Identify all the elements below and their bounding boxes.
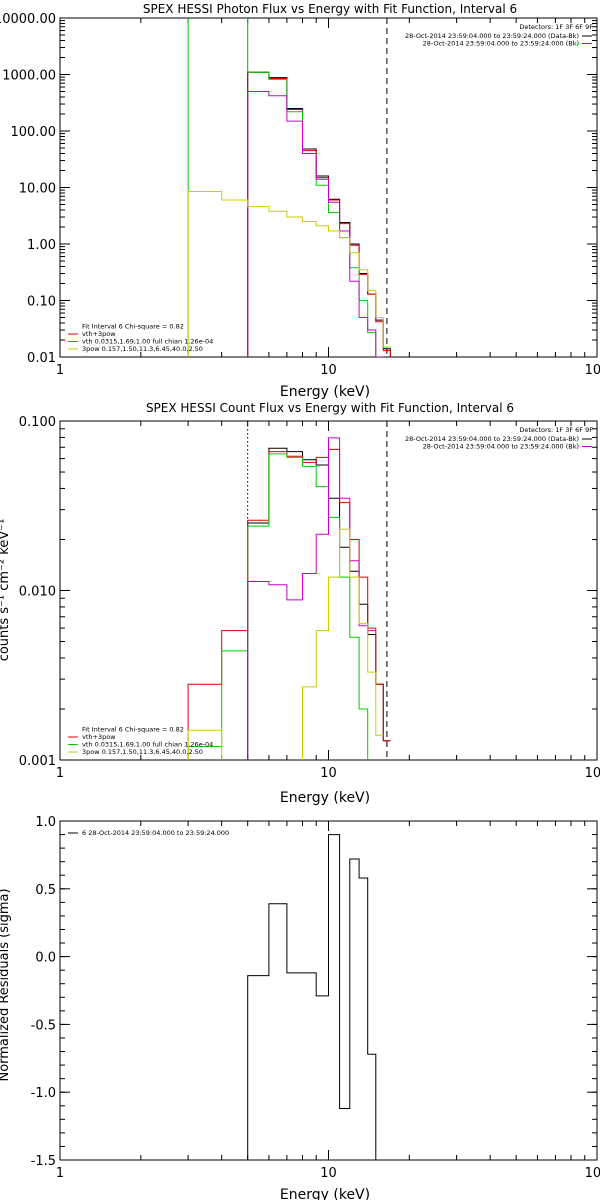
x-tick-label: 10 [320,1166,337,1181]
x-tick-label: 10 [320,363,337,378]
data-series [187,453,369,760]
legend-entry: vth 0.0315,1.69,1.00 full chian 1.26e-04 [82,741,213,749]
y-tick-label: 0.0 [35,951,56,966]
legend-entry: 3pow 0.157,1.50,11.3,6.45,40.0,2.50 [82,748,203,756]
x-axis-label: Energy (keV) [280,1187,370,1200]
data-series [187,191,391,357]
legend-entry: 3pow 0.157,1.50,11.3,6.45,40.0,2.50 [82,345,203,353]
x-tick-label: 1 [56,766,64,781]
y-tick-label: -1.0 [31,1086,56,1101]
legend-entry: vth 0.0315,1.69,1.00 full chian 1.26e-04 [82,338,213,346]
y-tick-label: -0.5 [31,1018,56,1033]
chart-title: SPEX HESSI Photon Flux vs Energy with Fi… [143,2,517,16]
x-tick-label: 10 [320,766,337,781]
data-series [187,528,384,760]
y-tick-label: 10000.00 [0,12,56,27]
legend-entry: 28-Oct-2014 23:59:04.000 to 23:59:24.000… [423,40,579,48]
x-axis-label: Energy (keV) [280,790,370,806]
data-series [247,834,377,1160]
photon-flux-chart: SPEX HESSI Photon Flux vs Energy with Fi… [0,2,600,400]
data-layer [187,18,391,357]
y-tick-label: 1.00 [27,238,56,253]
legend-entry: vth+3pow [82,330,116,338]
y-tick-label: 100.00 [11,125,57,140]
x-axis-label: Energy (keV) [280,384,370,400]
y-tick-label: 10.00 [19,182,56,197]
legend-entry: 28-Oct-2014 23:59:04.000 to 23:59:24.000… [405,435,579,443]
data-layer [247,834,377,1160]
legend-entry: Fit Interval 6 Chi-square = 0.82 [82,726,184,734]
legend-entry: vth+3pow [82,733,116,741]
y-tick-label: -1.5 [31,1154,56,1169]
data-series [247,437,376,760]
data-series [187,18,377,357]
legend-entry: 28-Oct-2014 23:59:04.000 to 23:59:24.000… [423,443,579,451]
legend-entry: Fit Interval 6 Chi-square = 0.82 [82,323,184,331]
detectors-label: Detectors: 1F 3F 6F 9F [519,23,593,31]
x-tick-label: 1 [56,363,64,378]
y-tick-label: 0.100 [19,415,56,430]
x-tick-label: 100 [585,363,600,378]
y-tick-label: 0.5 [35,883,56,898]
y-tick-label: 0.001 [19,754,56,769]
y-axis-label: counts s⁻¹ cm⁻² keV⁻¹ [0,519,12,662]
data-series [187,448,391,760]
detectors-label: Detectors: 1F 3F 6F 9F [519,426,593,434]
chart-title: SPEX HESSI Count Flux vs Energy with Fit… [146,401,514,415]
legend-entry: 28-Oct-2014 23:59:04.000 to 23:59:24.000… [405,32,579,40]
x-tick-label: 100 [585,1166,600,1181]
y-tick-label: 0.10 [27,295,56,310]
y-tick-label: 0.010 [19,585,56,600]
y-tick-label: 1.0 [35,815,56,830]
y-tick-label: 1000.00 [2,69,56,84]
residuals-chart: 1 10 100 -1.5 -1.0 -0.5 0.0 0.5 1.0 6 28-Oct-2014… [0,815,600,1200]
legend-entry: 6 28-Oct-2014 23:59:04.000 to 23:59:24.0… [82,829,229,837]
y-axis-label: Normalized Residuals (sigma) [0,888,12,1081]
count-flux-chart: SPEX HESSI Count Flux vs Energy with Fit… [0,401,600,806]
y-tick-label: 0.01 [27,351,56,366]
x-tick-label: 1 [56,1166,64,1181]
data-series [247,91,384,357]
x-tick-label: 100 [585,766,600,781]
data-layer [187,437,391,760]
